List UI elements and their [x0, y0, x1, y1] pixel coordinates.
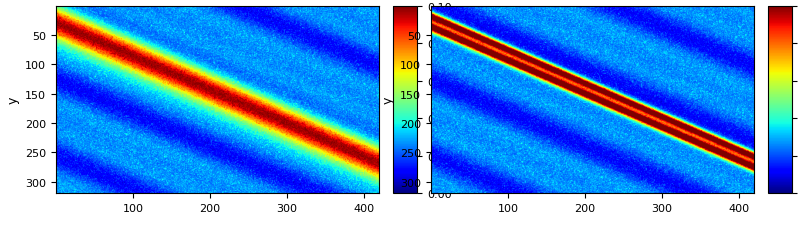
Y-axis label: y: y [6, 97, 19, 104]
Y-axis label: y: y [382, 97, 394, 104]
